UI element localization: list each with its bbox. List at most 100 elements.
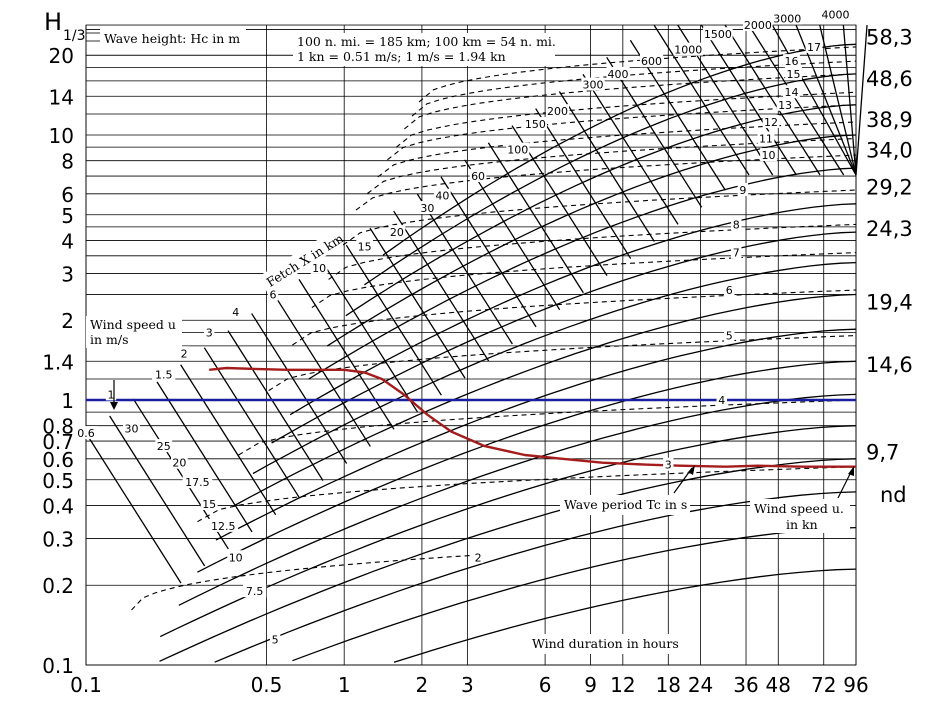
wind-speed-ms-arrowhead [110,402,118,410]
x-tick-label: 72 [811,673,836,697]
fetch-line [535,108,632,259]
y-tick-label: 0.8 [42,415,74,439]
fetch-label-bg [581,77,605,91]
fetch-line [842,24,857,176]
right-axis-label: 48,6 [866,67,913,91]
fetch-label: 600 [641,55,662,68]
wind-speed-kn-label-bg [227,550,245,564]
curve-labels: 0.611.523430252017.51512.5107.5561015203… [74,7,851,646]
fetch-label: 2000 [744,19,772,32]
right-axis-label: 29,2 [866,175,913,199]
x-tick-label: 24 [688,673,713,697]
fetch-line [298,279,395,430]
wave-period-label: 6 [726,284,733,297]
wind-speed-kn-label: 25 [157,440,171,453]
duration-note: Wind duration in hours [528,634,688,654]
wind-speed-ms-label: 2 [181,347,188,360]
y-tick-label: 0.2 [42,574,74,598]
conversion-line-2: 1 kn = 0.51 m/s; 1 m/s = 1.94 kn [297,49,506,64]
duration-label: Wind duration in hours [532,636,679,651]
wave-period-curve [131,554,479,611]
wind-speed-kn-label: 17.5 [185,476,210,489]
x-tick-label: 18 [656,673,681,697]
wave-period-label: 7 [733,247,740,260]
fetch-line [180,364,277,516]
wave-period-label-bg [757,131,775,145]
wave-period-label-bg [716,393,727,406]
wind-speed-curve [289,203,857,416]
fetch-line [322,261,419,413]
right-axis-label: 14,6 [866,353,913,377]
wave-period-label-bg [805,39,823,53]
wind-speed-ms-label: 1.5 [155,368,173,381]
wave-period-label: 4 [718,394,725,407]
wind-speed-kn-label: 7.5 [246,585,264,598]
wind-speed-curve [178,393,857,606]
x-tick-label: 36 [733,673,758,697]
fetch-label-bg [639,54,664,68]
y-tick-label: 0.5 [42,469,74,493]
right-axis-label: 58,3 [866,26,913,50]
y-tick-label: 0.4 [42,494,74,518]
x-tick-label: 9 [584,673,597,697]
wind-speed-kn-note: Wind speed u. in kn [750,466,854,533]
wind-speed-kn-label-bg [269,632,281,646]
wind-speed-kn-label-bg [155,439,173,453]
fetch-label-bg [356,239,374,253]
fetch-line [724,24,821,176]
wave-height-series [209,366,856,468]
wave-period-label: 15 [787,68,801,81]
fetch-label: 400 [608,68,629,81]
x-tick-label: 3 [461,673,474,697]
fetch-label: 10 [312,262,326,275]
fetch-label-bg [469,169,487,183]
fetch-label: 1000 [674,44,702,57]
fetch-line [700,24,797,176]
wind-speed-ms-note: Wind speed u in m/s [86,316,182,410]
wind-speed-kn-label: 5 [272,633,279,646]
wave-period-label: 10 [762,149,776,162]
wind-speed-ms-label: 3 [206,326,213,339]
fetch-line [440,176,537,328]
wind-speed-ms-label-bg [105,387,117,401]
wave-period-label-bg [737,183,749,197]
wave-period-label: 11 [759,133,773,146]
wind-speed-curve [214,491,857,663]
wave-period-label: 5 [726,330,733,343]
wind-speed-ms-label: 1 [108,388,115,401]
wind-speed-ms-label-bg [74,426,98,440]
right-axis-suffix: nd [880,483,907,507]
axes: 0.1 0.5 1 2 3 6 9 12 18 24 36 48 72 962014108654321.4… [42,26,913,697]
fetch-label-bg [418,201,436,215]
data-series [86,366,856,468]
fetch-label-bg [673,42,704,56]
wave-period-curve [404,73,857,130]
x-tick-label: 1 [338,673,351,697]
fetch-line [748,24,845,176]
fetch-label-bg [606,66,630,80]
fetch-line [653,24,750,176]
x-tick-label: 96 [843,673,868,697]
y-tick-label: 0.1 [42,654,74,678]
wind-speed-kn-label-bg [208,518,239,532]
wind-speed-curve [197,360,857,573]
fetch-label-bg [545,104,570,118]
x-tick-label: 0.1 [70,673,102,697]
wind-speed-kn-label-bg [123,421,140,435]
wave-period-label: 9 [739,184,746,197]
wave-period-curve [311,252,857,309]
wave-period-label-bg [724,328,735,342]
wave-period-label: 17 [807,41,821,54]
x-tick-label: 48 [766,673,791,697]
wave-period-label-bg [783,85,800,99]
wind-speed-curve [393,568,857,663]
y-tick-label: 0.7 [42,430,74,454]
wave-period-label: 2 [475,551,482,564]
wind-speed-curve [292,526,857,662]
fetch-label: 30 [420,202,434,215]
y-tick-label: 10 [49,124,74,148]
y-tick-label: 0.3 [42,528,74,552]
wave-period-label: 8 [733,218,740,231]
wind-speed-curve [234,293,857,507]
